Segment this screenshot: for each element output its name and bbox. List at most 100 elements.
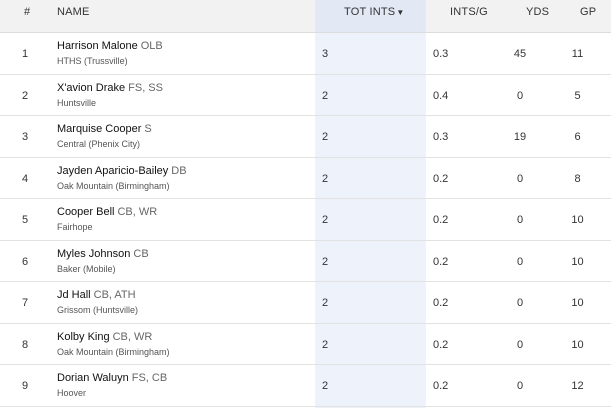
- school-link[interactable]: Oak Mountain (Birmingham): [57, 346, 170, 357]
- yds-cell: 0: [516, 297, 524, 309]
- school-link[interactable]: Baker (Mobile): [57, 263, 116, 274]
- ints-per-game-cell: 0.3: [433, 131, 449, 143]
- gp-cell: 10: [571, 297, 584, 309]
- player-name-cell[interactable]: Jd Hall CB, ATH: [57, 289, 136, 301]
- yds-cell: 0: [516, 214, 524, 226]
- player-position: S: [144, 123, 152, 135]
- school-link[interactable]: Hoover: [57, 388, 87, 398]
- player-name-link[interactable]: X'avion Drake: [57, 81, 126, 94]
- tot-ints-cell: 2: [322, 89, 329, 102]
- sorted-column-highlight: [315, 0, 426, 408]
- player-position: CB, WR: [117, 206, 158, 218]
- header-name[interactable]: NAME: [57, 6, 90, 18]
- table-body: 1 Harrison Malone OLB HTHS (Trussville) 3…: [0, 33, 611, 407]
- player-position: FS, SS: [128, 81, 163, 94]
- player-position: DB: [171, 164, 187, 177]
- yds-cell: 0: [516, 89, 524, 102]
- gp-cell: 10: [571, 255, 584, 268]
- ints-per-game-cell: 0.3: [433, 48, 449, 60]
- table-row: 1 Harrison Malone OLB HTHS (Trussville) 3…: [0, 33, 611, 75]
- tot-ints-cell: 2: [322, 255, 329, 268]
- ints-per-game-cell: 0.2: [433, 380, 449, 392]
- player-name-link[interactable]: Kolby King: [57, 330, 110, 343]
- tot-ints-cell: 3: [322, 48, 329, 60]
- table-row: 2 X'avion Drake FS, SS Huntsville 2 0.4 0…: [0, 75, 611, 116]
- player-name-link[interactable]: Harrison Malone: [57, 40, 138, 52]
- tot-ints-cell: 2: [322, 214, 329, 226]
- school-link[interactable]: Huntsville: [57, 97, 97, 108]
- rank-cell: 7: [22, 297, 29, 309]
- table-row: 6 Myles Johnson CB Baker (Mobile) 2 0.2 0…: [0, 241, 611, 282]
- player-name-cell[interactable]: Marquise Cooper S: [57, 123, 152, 135]
- table-row: 3 Marquise Cooper S Central (Phenix City)…: [0, 116, 611, 158]
- gp-cell: 8: [574, 172, 581, 185]
- player-position: CB, WR: [112, 330, 153, 343]
- player-position: OLB: [140, 40, 163, 52]
- gp-cell: 10: [571, 214, 584, 226]
- yds-cell: 0: [516, 172, 524, 185]
- school-link[interactable]: Fairhope: [57, 222, 93, 232]
- rank-cell: 6: [22, 255, 29, 268]
- tot-ints-cell: 2: [322, 172, 329, 185]
- yds-cell: 0: [516, 338, 524, 351]
- school-link[interactable]: HTHS (Trussville): [57, 56, 128, 66]
- ints-per-game-cell: 0.4: [433, 89, 449, 102]
- header-ints-per-game[interactable]: INTS/G: [450, 6, 488, 18]
- player-position: FS, CB: [131, 372, 168, 384]
- tot-ints-cell: 2: [322, 338, 329, 351]
- player-name-cell[interactable]: Dorian Waluyn FS, CB: [57, 372, 167, 384]
- ints-per-game-cell: 0.2: [433, 172, 449, 185]
- header-gp[interactable]: GP: [580, 6, 597, 18]
- rank-cell: 9: [22, 380, 29, 392]
- player-name-link[interactable]: Myles Johnson: [57, 247, 131, 260]
- rank-cell: 2: [22, 89, 29, 102]
- tot-ints-cell: 2: [322, 131, 329, 143]
- yds-cell: 19: [513, 131, 527, 143]
- yds-cell: 45: [513, 48, 527, 60]
- sorted-header-highlight: [315, 0, 426, 32]
- rank-cell: 3: [22, 131, 29, 143]
- tot-ints-cell: 2: [322, 380, 329, 392]
- table-row: 8 Kolby King CB, WR Oak Mountain (Birming…: [0, 324, 611, 365]
- rank-cell: 8: [22, 338, 29, 351]
- gp-cell: 11: [571, 48, 584, 60]
- gp-cell: 6: [574, 131, 581, 143]
- rank-cell: 5: [22, 214, 29, 226]
- player-name-link[interactable]: Marquise Cooper: [57, 123, 142, 135]
- header-tot-ints-label: TOT INTS: [344, 6, 396, 18]
- school-link[interactable]: Central (Phenix City): [57, 139, 141, 149]
- player-name-cell[interactable]: Harrison Malone OLB: [57, 40, 163, 52]
- gp-cell: 5: [574, 89, 581, 102]
- table-row: 9 Dorian Waluyn FS, CB Hoover 2 0.2 0 12: [0, 365, 611, 407]
- player-name-link[interactable]: Cooper Bell: [57, 206, 115, 218]
- sort-descending-icon: ▼: [396, 8, 405, 17]
- gp-cell: 10: [571, 338, 584, 351]
- yds-cell: 0: [516, 255, 524, 268]
- player-name-cell[interactable]: Jayden Aparicio-Bailey DB: [57, 165, 187, 177]
- table-row: 5 Cooper Bell CB, WR Fairhope 2 0.2 0 10: [0, 199, 611, 241]
- table-row: 4 Jayden Aparicio-Bailey DB Oak Mountain …: [0, 158, 611, 199]
- ints-per-game-cell: 0.2: [433, 255, 449, 268]
- ints-per-game-cell: 0.2: [433, 297, 449, 309]
- player-name-link[interactable]: Dorian Waluyn: [57, 372, 129, 384]
- yds-cell: 0: [516, 380, 524, 392]
- tot-ints-cell: 2: [322, 297, 329, 309]
- player-position: CB, ATH: [93, 289, 136, 301]
- ints-per-game-cell: 0.2: [433, 214, 449, 226]
- player-name-cell[interactable]: Kolby King CB, WR: [57, 331, 152, 343]
- school-link[interactable]: Oak Mountain (Birmingham): [57, 180, 170, 191]
- header-rank[interactable]: #: [24, 6, 31, 18]
- ints-per-game-cell: 0.2: [433, 338, 449, 351]
- header-yds[interactable]: YDS: [526, 6, 550, 18]
- gp-cell: 12: [571, 380, 584, 392]
- player-name-link[interactable]: Jd Hall: [57, 289, 91, 301]
- player-name-cell[interactable]: Cooper Bell CB, WR: [57, 206, 157, 218]
- player-name-cell[interactable]: Myles Johnson CB: [57, 248, 149, 260]
- school-link[interactable]: Grissom (Huntsville): [57, 305, 139, 315]
- player-position: CB: [133, 247, 149, 260]
- header-tot-ints[interactable]: TOT INTS▼: [344, 6, 404, 18]
- player-name-link[interactable]: Jayden Aparicio-Bailey: [57, 164, 169, 177]
- player-name-cell[interactable]: X'avion Drake FS, SS: [57, 82, 163, 94]
- rank-cell: 4: [22, 172, 29, 185]
